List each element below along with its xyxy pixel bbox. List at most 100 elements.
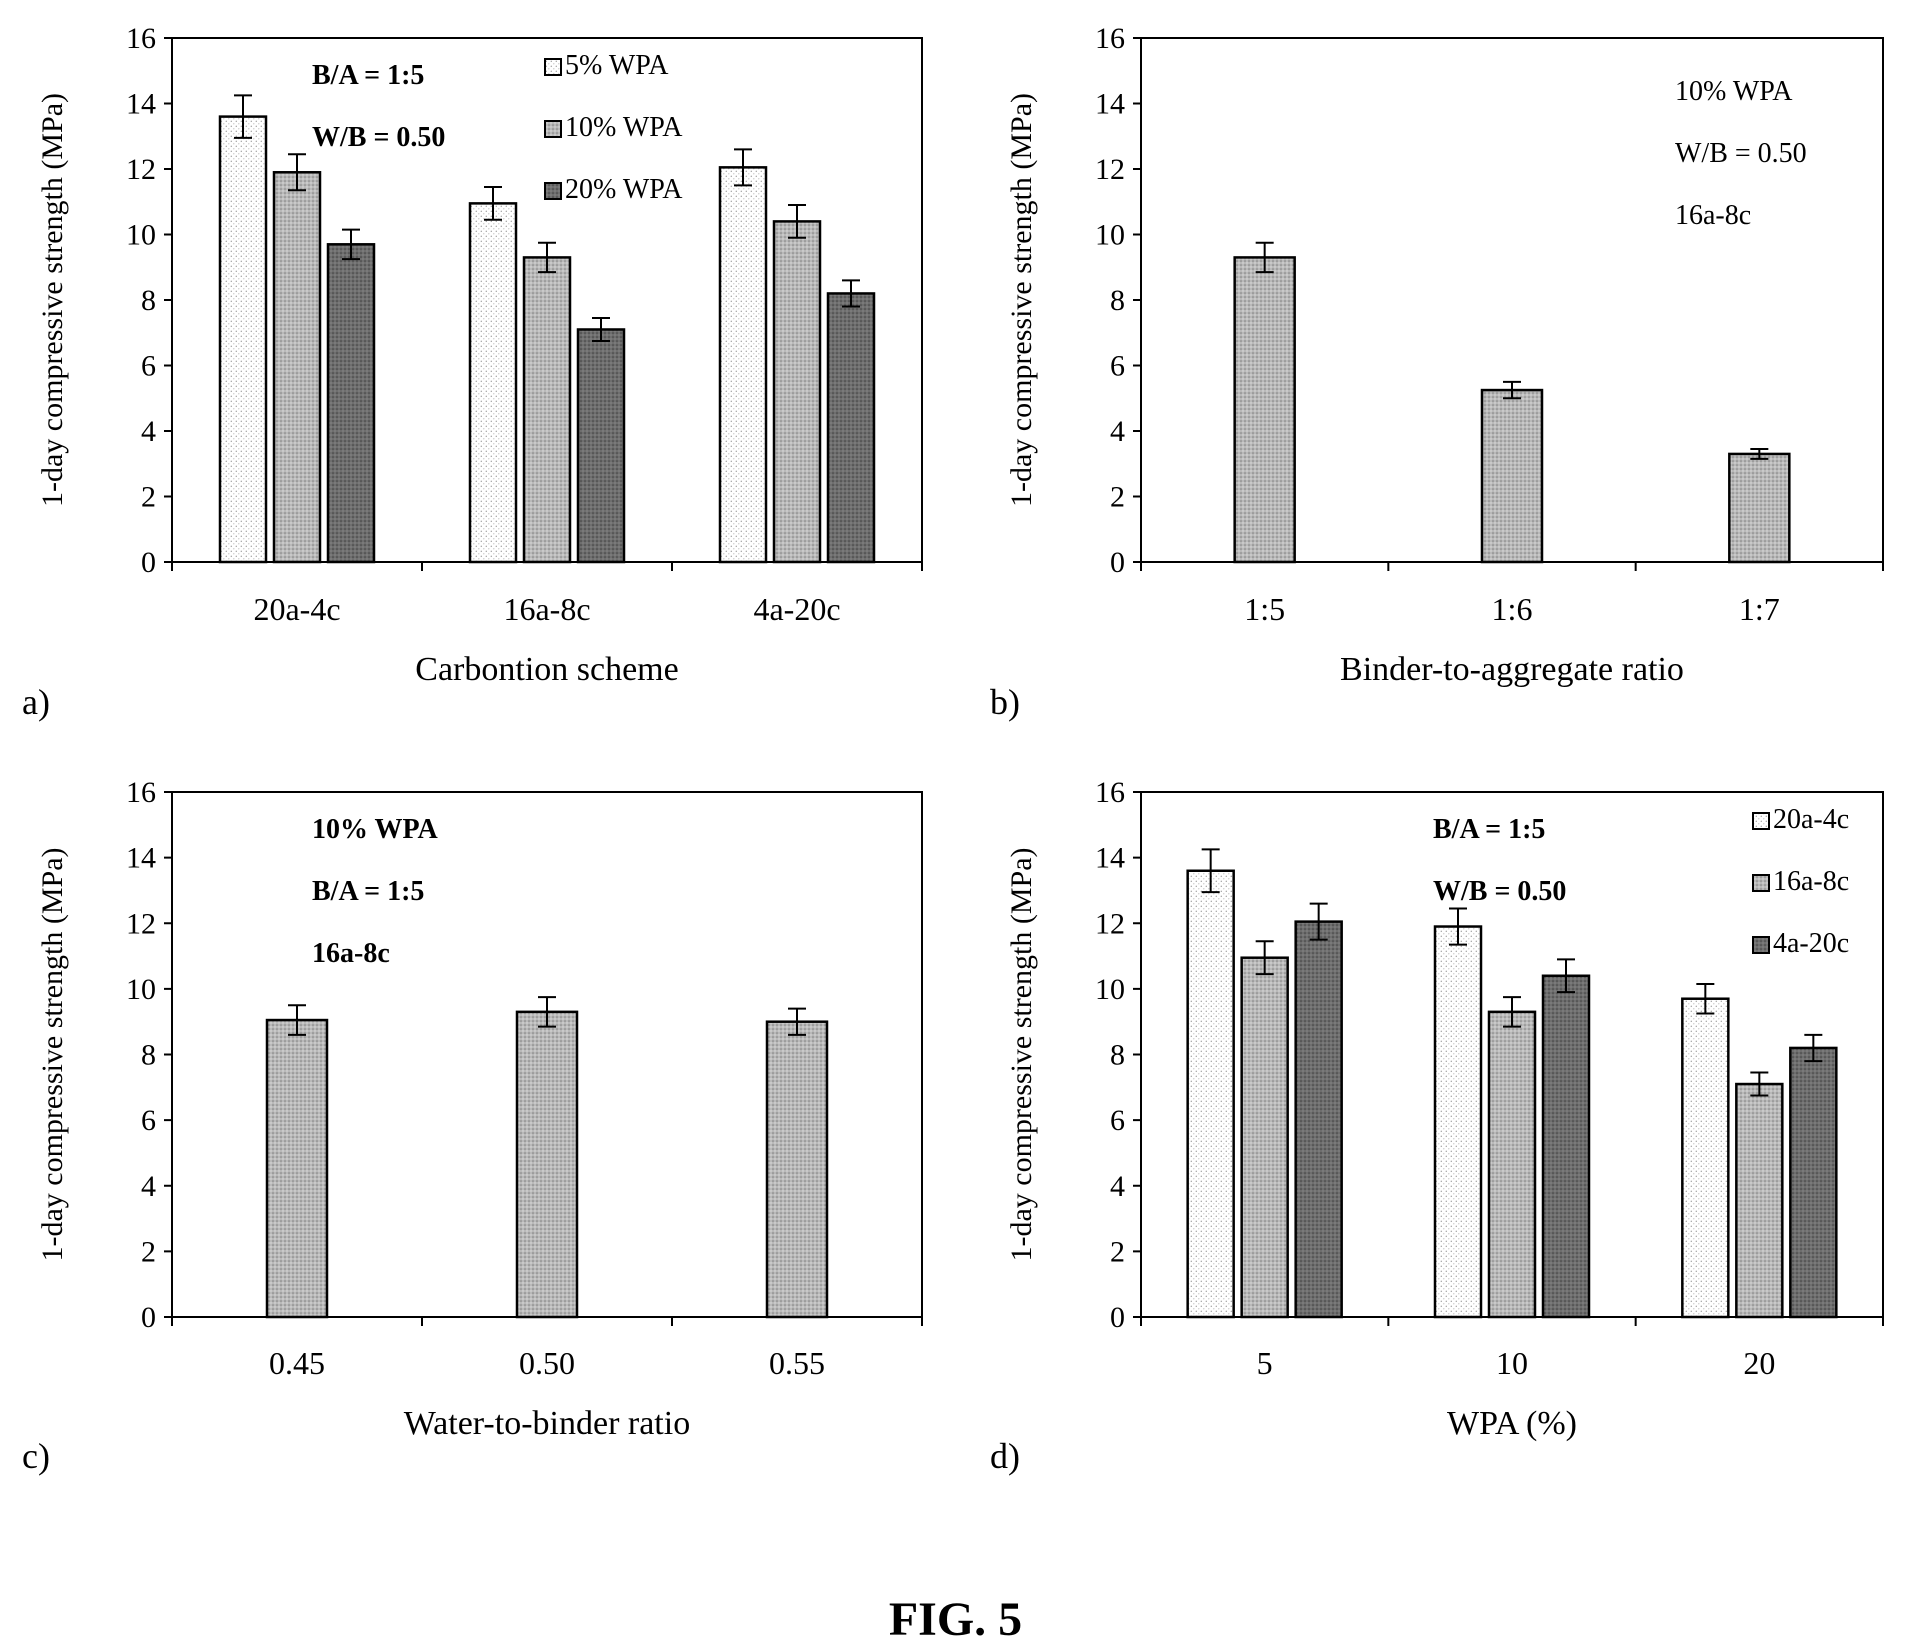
x-tick-label: 10 bbox=[1496, 1345, 1528, 1381]
bar bbox=[468, 202, 518, 564]
y-tick-label: 2 bbox=[1110, 1235, 1125, 1268]
y-tick-label: 14 bbox=[1095, 88, 1125, 121]
bar bbox=[1233, 256, 1296, 564]
annotation: 16a-8c bbox=[1675, 200, 1751, 231]
legend-label: 20% WPA bbox=[565, 174, 683, 205]
bar bbox=[326, 243, 376, 564]
x-tick-label: 0.55 bbox=[769, 1345, 825, 1381]
legend-swatch bbox=[544, 182, 562, 200]
annotation: W/B = 0.50 bbox=[1433, 876, 1566, 907]
legend-swatch bbox=[544, 58, 562, 76]
y-tick-label: 8 bbox=[141, 1039, 156, 1072]
y-tick-label: 4 bbox=[141, 1170, 156, 1203]
x-tick-label: 0.45 bbox=[269, 1345, 325, 1381]
panel-label: c) bbox=[22, 1436, 50, 1476]
x-tick-label: 0.50 bbox=[519, 1345, 575, 1381]
x-tick-label: 4a-20c bbox=[753, 591, 840, 627]
bar bbox=[576, 328, 626, 564]
y-tick-label: 16 bbox=[126, 776, 156, 809]
y-tick-label: 12 bbox=[1095, 907, 1125, 940]
y-tick-label: 16 bbox=[126, 22, 156, 55]
x-axis-label: Carbontion scheme bbox=[415, 651, 678, 688]
panel-label: b) bbox=[990, 682, 1020, 722]
y-tick-label: 10 bbox=[1095, 219, 1125, 252]
bar bbox=[218, 115, 268, 564]
y-tick-label: 0 bbox=[141, 546, 156, 579]
legend-swatch bbox=[544, 120, 562, 138]
figure-caption: FIG. 5 bbox=[888, 1593, 1023, 1646]
x-tick-label: 20a-4c bbox=[253, 591, 340, 627]
y-tick-label: 10 bbox=[126, 219, 156, 252]
y-axis-label: 1-day compressive strength (MPa) bbox=[36, 93, 69, 507]
y-tick-label: 6 bbox=[1110, 350, 1125, 383]
annotation: B/A = 1:5 bbox=[312, 60, 424, 91]
y-tick-label: 6 bbox=[141, 1104, 156, 1137]
y-tick-label: 14 bbox=[126, 842, 156, 875]
x-tick-label: 1:6 bbox=[1492, 591, 1533, 627]
bar bbox=[1728, 452, 1791, 564]
panel-label: d) bbox=[990, 1436, 1020, 1476]
bar bbox=[1681, 997, 1730, 1319]
bar bbox=[826, 292, 876, 564]
bar bbox=[1735, 1082, 1784, 1319]
y-tick-label: 16 bbox=[1095, 22, 1125, 55]
y-tick-label: 0 bbox=[1110, 546, 1125, 579]
bar bbox=[1240, 956, 1289, 1319]
y-axis-label: 1-day compressive strength (MPa) bbox=[1005, 847, 1038, 1261]
y-tick-label: 0 bbox=[141, 1301, 156, 1334]
chart-panel-2: 0 2 4 6 8 10 12 14 16 1:5 1:6 1:7 Binder-to-aggregat… bbox=[990, 22, 1884, 722]
y-tick-label: 0 bbox=[1110, 1301, 1125, 1334]
panel-label: a) bbox=[22, 682, 50, 722]
x-tick-label: 16a-8c bbox=[503, 591, 590, 627]
y-tick-label: 8 bbox=[1110, 1039, 1125, 1072]
chart-panel-1: 0 2 4 6 8 10 12 14 16 20a-4c 16a-8c 4a-20c Carbontio… bbox=[22, 22, 923, 722]
bar bbox=[765, 1020, 829, 1319]
bar bbox=[1487, 1010, 1537, 1319]
bar bbox=[522, 256, 572, 564]
annotation: B/A = 1:5 bbox=[1433, 814, 1545, 845]
y-tick-label: 12 bbox=[1095, 153, 1125, 186]
legend-swatch bbox=[1752, 812, 1770, 830]
y-axis-label: 1-day compressive strength (MPa) bbox=[36, 847, 69, 1261]
legend-swatch bbox=[1752, 874, 1770, 892]
y-tick-label: 10 bbox=[126, 973, 156, 1006]
x-axis-label: Binder-to-aggregate ratio bbox=[1340, 651, 1684, 688]
x-tick-label: 20 bbox=[1743, 1345, 1775, 1381]
annotation: W/B = 0.50 bbox=[1675, 138, 1807, 169]
x-axis-label: Water-to-binder ratio bbox=[404, 1405, 690, 1442]
x-tick-label: 1:5 bbox=[1244, 591, 1285, 627]
y-tick-label: 14 bbox=[126, 88, 156, 121]
y-tick-label: 2 bbox=[141, 1235, 156, 1268]
y-tick-label: 12 bbox=[126, 153, 156, 186]
y-tick-label: 14 bbox=[1095, 842, 1125, 875]
legend-label: 20a-4c bbox=[1773, 804, 1849, 835]
y-tick-label: 6 bbox=[141, 350, 156, 383]
annotation: 10% WPA bbox=[1675, 76, 1793, 107]
bar bbox=[1186, 869, 1235, 1319]
y-tick-label: 8 bbox=[141, 284, 156, 317]
legend-swatch bbox=[1752, 936, 1770, 954]
bar bbox=[272, 171, 322, 564]
y-tick-label: 2 bbox=[141, 481, 156, 514]
x-tick-label: 5 bbox=[1257, 1345, 1273, 1381]
legend-label: 5% WPA bbox=[565, 50, 669, 81]
chart-panel-4: 0 2 4 6 8 10 12 14 16 5 10 20 WPA (%) 1-day compressi… bbox=[990, 776, 1884, 1476]
y-tick-label: 16 bbox=[1095, 776, 1125, 809]
bar bbox=[265, 1018, 329, 1319]
x-tick-label: 1:7 bbox=[1739, 591, 1780, 627]
legend-label: 4a-20c bbox=[1773, 928, 1849, 959]
bar bbox=[718, 166, 768, 564]
x-axis-label: WPA (%) bbox=[1447, 1405, 1577, 1442]
y-tick-label: 6 bbox=[1110, 1104, 1125, 1137]
bar bbox=[1789, 1046, 1838, 1319]
y-axis-label: 1-day compressive strength (MPa) bbox=[1005, 93, 1038, 507]
y-tick-label: 4 bbox=[1110, 1170, 1125, 1203]
annotation: B/A = 1:5 bbox=[312, 876, 424, 907]
bar bbox=[515, 1010, 579, 1319]
y-tick-label: 12 bbox=[126, 907, 156, 940]
annotation: 16a-8c bbox=[312, 938, 390, 969]
y-tick-label: 8 bbox=[1110, 284, 1125, 317]
annotation: W/B = 0.50 bbox=[312, 122, 445, 153]
bar bbox=[1541, 974, 1591, 1319]
legend-label: 10% WPA bbox=[565, 112, 683, 143]
